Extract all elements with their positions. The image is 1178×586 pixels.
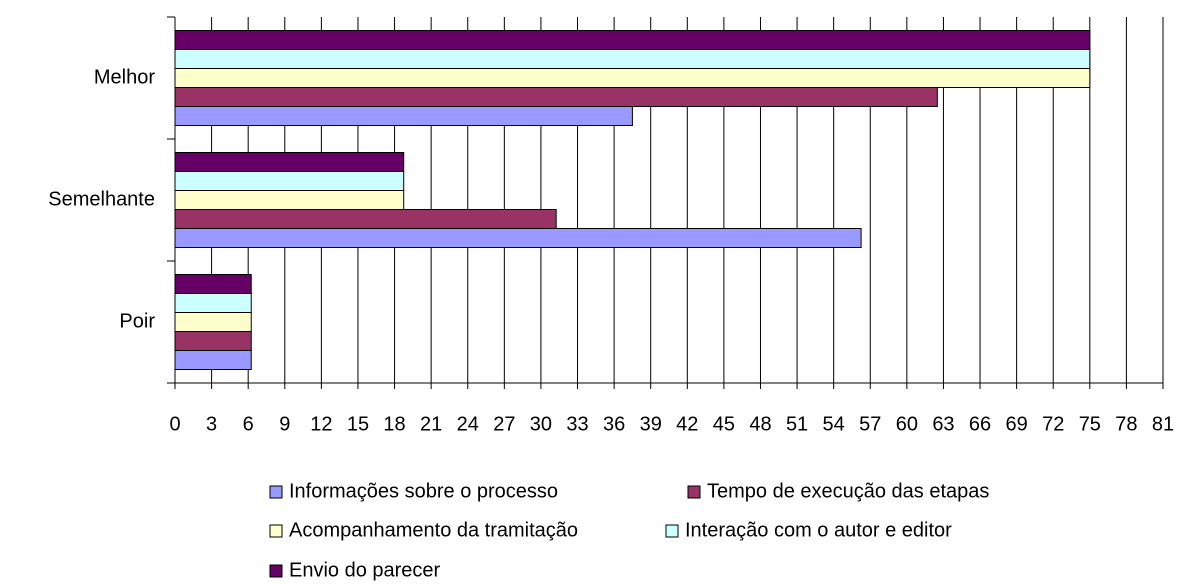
legend-swatch: [687, 485, 701, 499]
x-tick-label: 12: [310, 413, 332, 435]
legend-label: Envio do parecer: [289, 559, 441, 581]
x-tick-label: 72: [1042, 413, 1064, 435]
bar: [174, 293, 252, 313]
bar: [174, 106, 633, 126]
legend-label: Informações sobre o processo: [289, 480, 558, 502]
legend-swatch: [269, 485, 283, 499]
bar: [174, 209, 557, 229]
legend-swatch: [269, 564, 283, 578]
x-tick-label: 9: [279, 413, 290, 435]
bar: [174, 68, 1091, 88]
bar: [174, 87, 938, 107]
y-tick-label: Poir: [119, 310, 155, 332]
x-tick-label: 42: [676, 413, 698, 435]
x-tick-label: 78: [1115, 413, 1137, 435]
x-tick-label: 6: [243, 413, 254, 435]
y-tick-label: Semelhante: [48, 188, 155, 210]
legend-swatch: [665, 524, 679, 538]
x-tick-label: 54: [823, 413, 845, 435]
bar: [174, 274, 252, 294]
x-tick-label: 66: [969, 413, 991, 435]
x-tick-label: 18: [383, 413, 405, 435]
x-tick-label: 60: [896, 413, 918, 435]
x-tick-label: 63: [932, 413, 954, 435]
bar: [174, 190, 405, 210]
bar: [174, 171, 405, 191]
legend-label: Tempo de execução das etapas: [707, 480, 989, 502]
y-tick-label: Melhor: [94, 66, 155, 88]
x-tick-label: 81: [1152, 413, 1174, 435]
x-tick-label: 0: [169, 413, 180, 435]
x-tick-label: 21: [420, 413, 442, 435]
legend-label: Interação com o autor e editor: [685, 519, 952, 541]
legend-label: Acompanhamento da tramitação: [289, 519, 578, 541]
bar: [174, 331, 252, 351]
legend-swatch: [269, 524, 283, 538]
bar: [174, 30, 1091, 50]
bar: [174, 152, 405, 172]
x-tick-label: 15: [347, 413, 369, 435]
x-tick-label: 3: [206, 413, 217, 435]
x-tick-label: 30: [530, 413, 552, 435]
bar: [174, 312, 252, 332]
x-tick-label: 39: [640, 413, 662, 435]
x-tick-label: 36: [603, 413, 625, 435]
bar: [174, 350, 252, 370]
x-tick-label: 27: [493, 413, 515, 435]
x-tick-label: 75: [1079, 413, 1101, 435]
x-tick-label: 45: [713, 413, 735, 435]
x-tick-label: 57: [859, 413, 881, 435]
bar: [174, 49, 1091, 69]
bar: [174, 228, 862, 248]
x-tick-label: 24: [457, 413, 479, 435]
x-tick-label: 51: [786, 413, 808, 435]
x-tick-label: 69: [1006, 413, 1028, 435]
x-tick-label: 48: [749, 413, 771, 435]
x-tick-label: 33: [566, 413, 588, 435]
